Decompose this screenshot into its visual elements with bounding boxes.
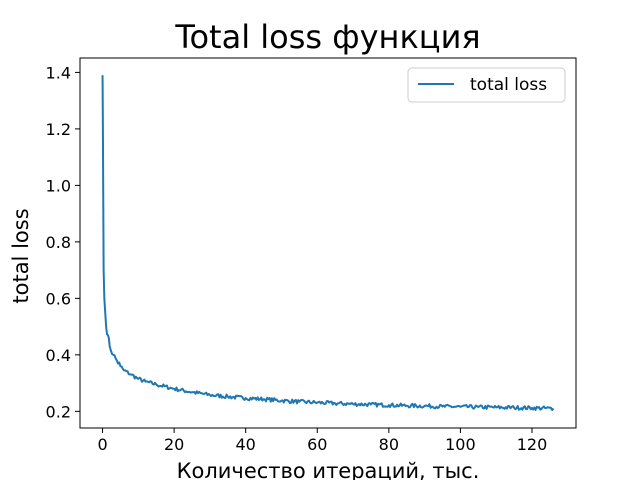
y-tick-label: 0.6 (46, 289, 71, 308)
y-tick-label: 0.4 (46, 346, 71, 365)
x-tick-label: 60 (307, 435, 327, 454)
x-tick-label: 20 (164, 435, 184, 454)
x-tick-label: 80 (379, 435, 399, 454)
y-tick-label: 0.8 (46, 233, 71, 252)
series-line-total-loss (101, 75, 555, 412)
legend: total loss (407, 67, 566, 103)
x-tick-label: 0 (97, 435, 107, 454)
y-axis-label: total loss (9, 208, 33, 303)
plot-frame (79, 57, 577, 429)
x-tick-label: 120 (517, 435, 548, 454)
y-tick-label: 1.2 (46, 120, 71, 139)
legend-box (407, 67, 566, 103)
chart-title: Total loss функция (174, 18, 480, 56)
x-axis-ticks: 0 20 40 60 80 100 120 (97, 428, 547, 454)
x-tick-label: 40 (236, 435, 256, 454)
legend-label-total-loss: total loss (470, 75, 547, 95)
x-axis-label: Количество итераций, тыс. (177, 459, 480, 480)
y-axis-ticks: 0.2 0.4 0.6 0.8 1.0 1.2 1.4 (46, 63, 80, 421)
x-tick-label: 100 (445, 435, 476, 454)
y-tick-label: 1.0 (46, 176, 71, 195)
y-tick-label: 1.4 (46, 63, 71, 82)
y-tick-label: 0.2 (46, 402, 71, 421)
